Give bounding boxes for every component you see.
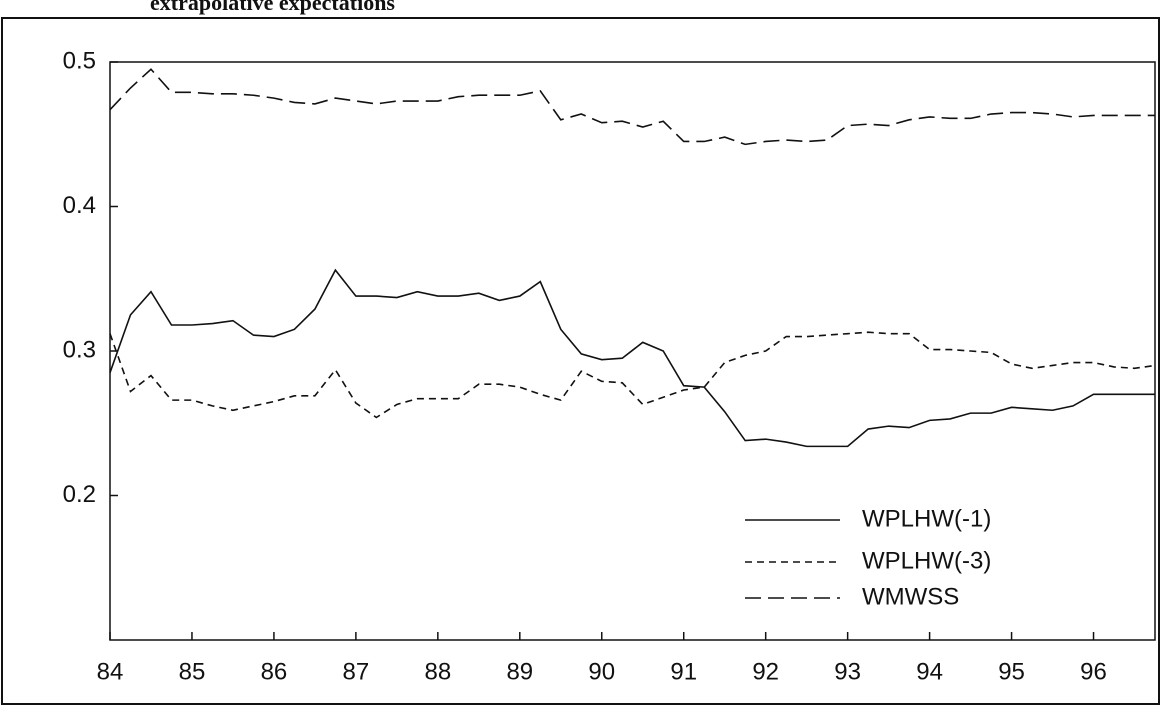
y-tick-label: 0.5 (63, 47, 96, 74)
x-tick-label: 85 (179, 658, 206, 685)
y-tick-label: 0.3 (63, 336, 96, 363)
x-tick-label: 95 (998, 658, 1025, 685)
line-series (109, 331, 1156, 419)
legend-label: WMWSS (862, 583, 959, 610)
x-tick-label: 93 (834, 658, 861, 685)
legend-label: WPLHW(-3) (862, 547, 991, 574)
x-tick-label: 89 (506, 658, 533, 685)
frame (1, 17, 1160, 705)
x-tick-label: 84 (97, 658, 124, 685)
x-tick-label: 96 (1080, 658, 1107, 685)
x-tick-label: 90 (588, 658, 615, 685)
x-tick-label: 88 (424, 658, 451, 685)
y-tick-label: 0.2 (63, 481, 96, 508)
x-tick-label: 91 (670, 658, 697, 685)
line-series (109, 68, 1155, 146)
x-tick-label: 86 (261, 658, 288, 685)
y-tick-label: 0.4 (63, 192, 96, 219)
x-tick-label: 87 (343, 658, 370, 685)
legend-label: WPLHW(-1) (862, 505, 991, 532)
line-series (109, 268, 1155, 448)
chart-title: extrapolative expectations (150, 0, 395, 15)
x-tick-label: 94 (916, 658, 943, 685)
x-tick-label: 92 (752, 658, 779, 685)
